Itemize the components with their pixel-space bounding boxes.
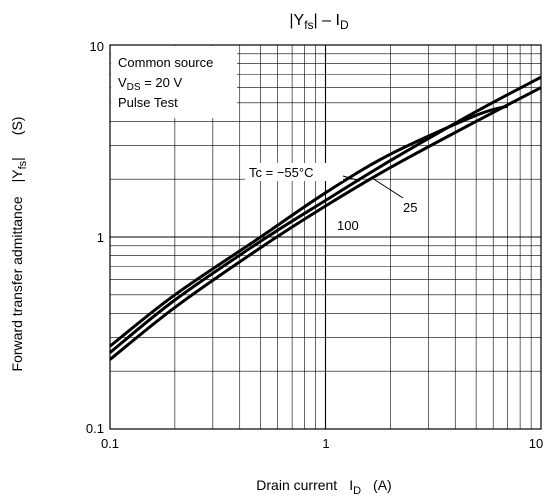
- grid-lines: [110, 45, 541, 429]
- y-tick-label-1: 1: [97, 230, 104, 245]
- conditions-line-1: Common source: [118, 55, 213, 70]
- y-tick-label-10: 10: [90, 39, 104, 54]
- y-axis-label: Forward transfer admittance|Yfs|(S): [9, 117, 29, 372]
- series-label-tc-55-leader: [342, 175, 361, 182]
- x-tick-label-10: 10: [529, 436, 543, 451]
- series-line-1: [109, 75, 542, 354]
- series-curves: [109, 75, 542, 361]
- series-line-2: [109, 86, 542, 361]
- series-label-100-background: [334, 216, 364, 232]
- series-label-100: 100: [337, 218, 359, 233]
- series-label-25: 25: [403, 200, 417, 215]
- conditions-line-3: Pulse Test: [118, 95, 178, 110]
- conditions-box-background: [111, 46, 237, 118]
- series-label-tc-55: Tc = −55°C: [249, 165, 313, 180]
- series-label-background: [245, 163, 343, 181]
- conditions-box: Common source VDS = 20 V Pulse Test: [111, 46, 237, 118]
- x-tick-label-1: 1: [322, 436, 329, 451]
- chart-title: |Yfs| – ID: [289, 12, 349, 32]
- plot-frame: [109, 44, 542, 430]
- conditions-line-2: VDS = 20 V: [118, 75, 182, 93]
- series-line-0: [109, 104, 509, 348]
- series-label-25-leader: [371, 177, 404, 199]
- x-tick-label-0.1: 0.1: [101, 436, 119, 451]
- y-tick-label-0.1: 0.1: [86, 421, 104, 436]
- x-axis-label: Drain current ID (A): [256, 477, 391, 497]
